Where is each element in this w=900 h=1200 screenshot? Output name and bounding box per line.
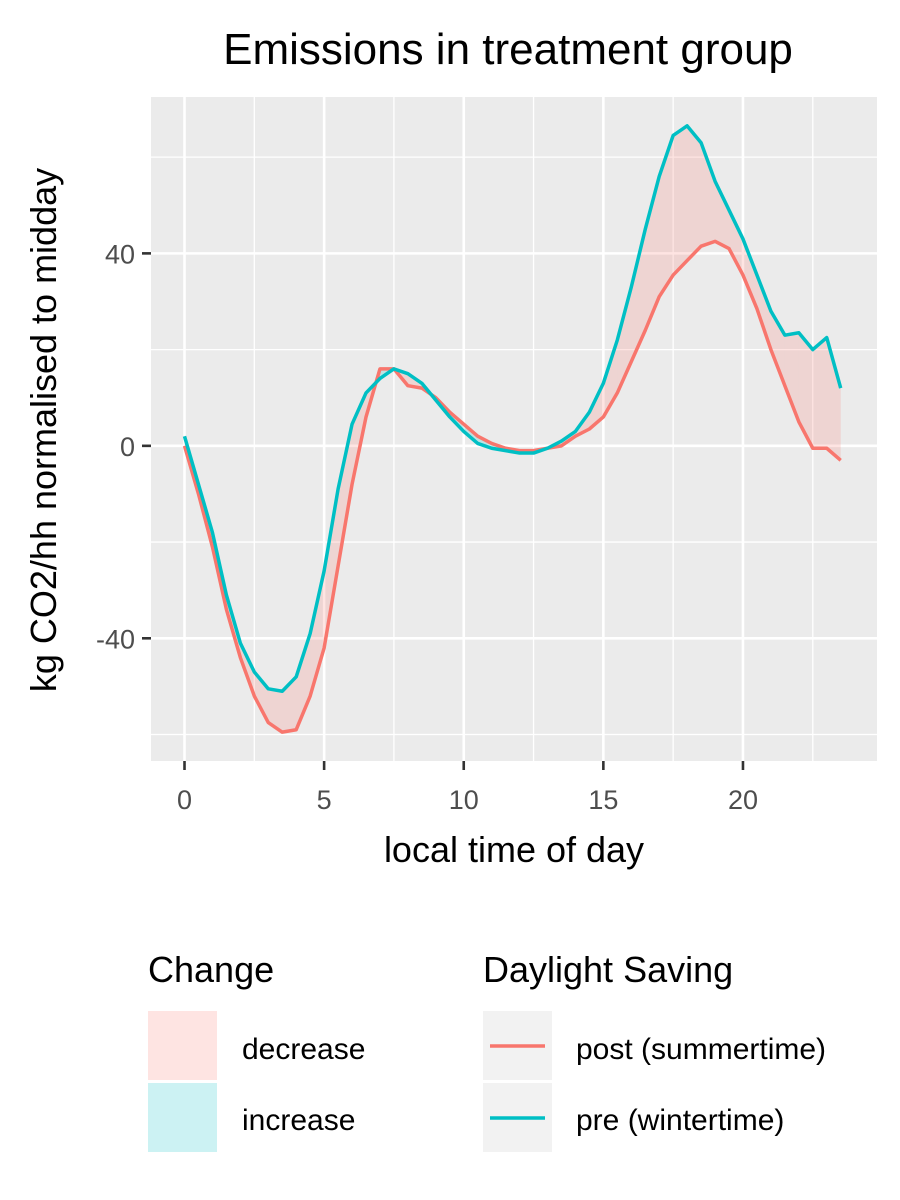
ribbon-decrease (742, 238, 757, 309)
legend-decrease-key (148, 1011, 217, 1080)
y-axis: -40 0 40 (96, 239, 151, 654)
chart-title: Emissions in treatment group (223, 25, 793, 74)
legend-post-label: post (summertime) (576, 1033, 826, 1066)
legend-decrease-label: decrease (242, 1033, 365, 1066)
y-tick-label: 40 (105, 239, 135, 269)
y-axis-title: kg CO2/hh normalised to midday (23, 168, 64, 692)
grid-minor (151, 97, 877, 761)
ribbon-decrease (659, 135, 674, 297)
legend-daylight-saving: Daylight Saving post (summertime) pre (w… (483, 949, 826, 1152)
ribbon-decrease (296, 633, 311, 730)
ribbon-decrease (701, 142, 716, 247)
ribbon-decrease (589, 383, 604, 429)
legend-daylight-saving-title: Daylight Saving (483, 949, 733, 990)
ribbon-decrease (631, 229, 646, 362)
x-tick-label: 0 (177, 785, 192, 815)
legend-change-title: Change (148, 949, 274, 990)
ribbon-decrease (324, 489, 339, 648)
x-axis: 0 5 10 15 20 (177, 761, 758, 815)
ribbon-decrease (338, 424, 353, 567)
x-tick-label: 20 (728, 785, 758, 815)
x-tick-label: 10 (449, 785, 479, 815)
ribbon-decrease (798, 332, 813, 449)
series-line-post (182, 239, 842, 734)
ribbon-decrease (673, 125, 688, 276)
grid-major (151, 97, 877, 761)
x-tick-label: 15 (588, 785, 618, 815)
ribbon-decrease (784, 332, 799, 422)
ribbon-decrease (715, 181, 730, 249)
y-tick-label: 0 (120, 432, 135, 462)
legend-increase-label: increase (242, 1104, 355, 1137)
legend-pre-label: pre (wintertime) (576, 1104, 784, 1137)
ribbon-decrease (310, 570, 325, 697)
ribbon-decrease (756, 275, 771, 350)
series-lines (182, 124, 843, 734)
ribbon-decrease (729, 210, 743, 276)
legend-increase-key (148, 1083, 217, 1152)
ribbon-decrease (687, 125, 702, 261)
ribbon-decrease (812, 337, 827, 449)
x-tick-label: 5 (317, 785, 332, 815)
ribbon-decrease (268, 688, 283, 733)
ribbon-decrease (645, 176, 660, 331)
y-tick-label: -40 (96, 624, 135, 654)
ribbon-decrease (282, 676, 297, 733)
series-line-pre (182, 124, 843, 693)
ribbon-decrease (826, 337, 841, 461)
legend-change: Change decrease increase (148, 949, 365, 1152)
x-axis-title: local time of day (384, 829, 644, 870)
plot-panel (151, 97, 877, 761)
